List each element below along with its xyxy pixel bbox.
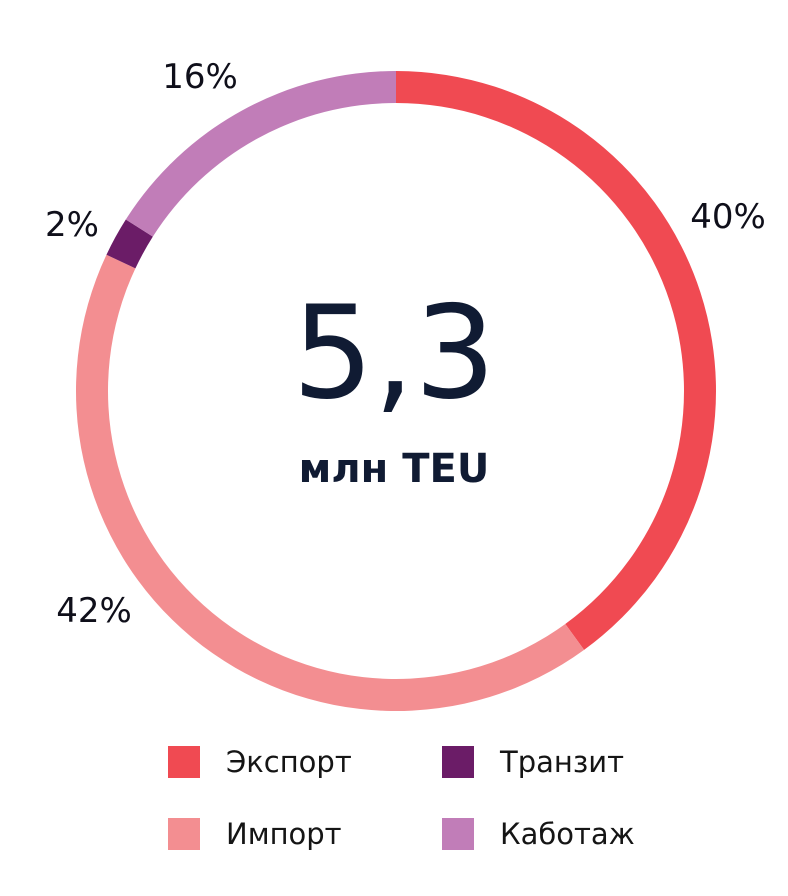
legend-item-import: Импорт: [168, 814, 342, 854]
legend-swatch-cabotage: [442, 818, 474, 850]
legend-item-cabotage: Каботаж: [442, 814, 635, 854]
slice-label-2: 42%: [56, 591, 132, 631]
center-unit: млн TEU: [299, 446, 490, 492]
slice-label-1: 40%: [690, 197, 766, 237]
legend-label-cabotage: Каботаж: [500, 817, 635, 851]
slice-2: [75, 254, 585, 712]
donut-slices: [75, 71, 717, 712]
legend-label-transit: Транзит: [500, 745, 625, 779]
slice-1: [396, 71, 717, 650]
legend-swatch-export: [168, 746, 200, 778]
center-value: 5,3: [292, 279, 496, 428]
legend: Экспорт Транзит Импорт Каботаж: [168, 742, 688, 872]
legend-item-export: Экспорт: [168, 742, 352, 782]
slice-labels: 40% 42% 2% 16%: [45, 57, 766, 631]
slice-label-4: 16%: [162, 57, 238, 97]
slice-4: [125, 71, 396, 237]
slice-label-3: 2%: [45, 205, 99, 245]
legend-item-transit: Транзит: [442, 742, 624, 782]
legend-label-export: Экспорт: [226, 745, 352, 779]
legend-label-import: Импорт: [226, 817, 342, 851]
slice-3: [106, 219, 153, 269]
legend-swatch-import: [168, 818, 200, 850]
legend-swatch-transit: [442, 746, 474, 778]
